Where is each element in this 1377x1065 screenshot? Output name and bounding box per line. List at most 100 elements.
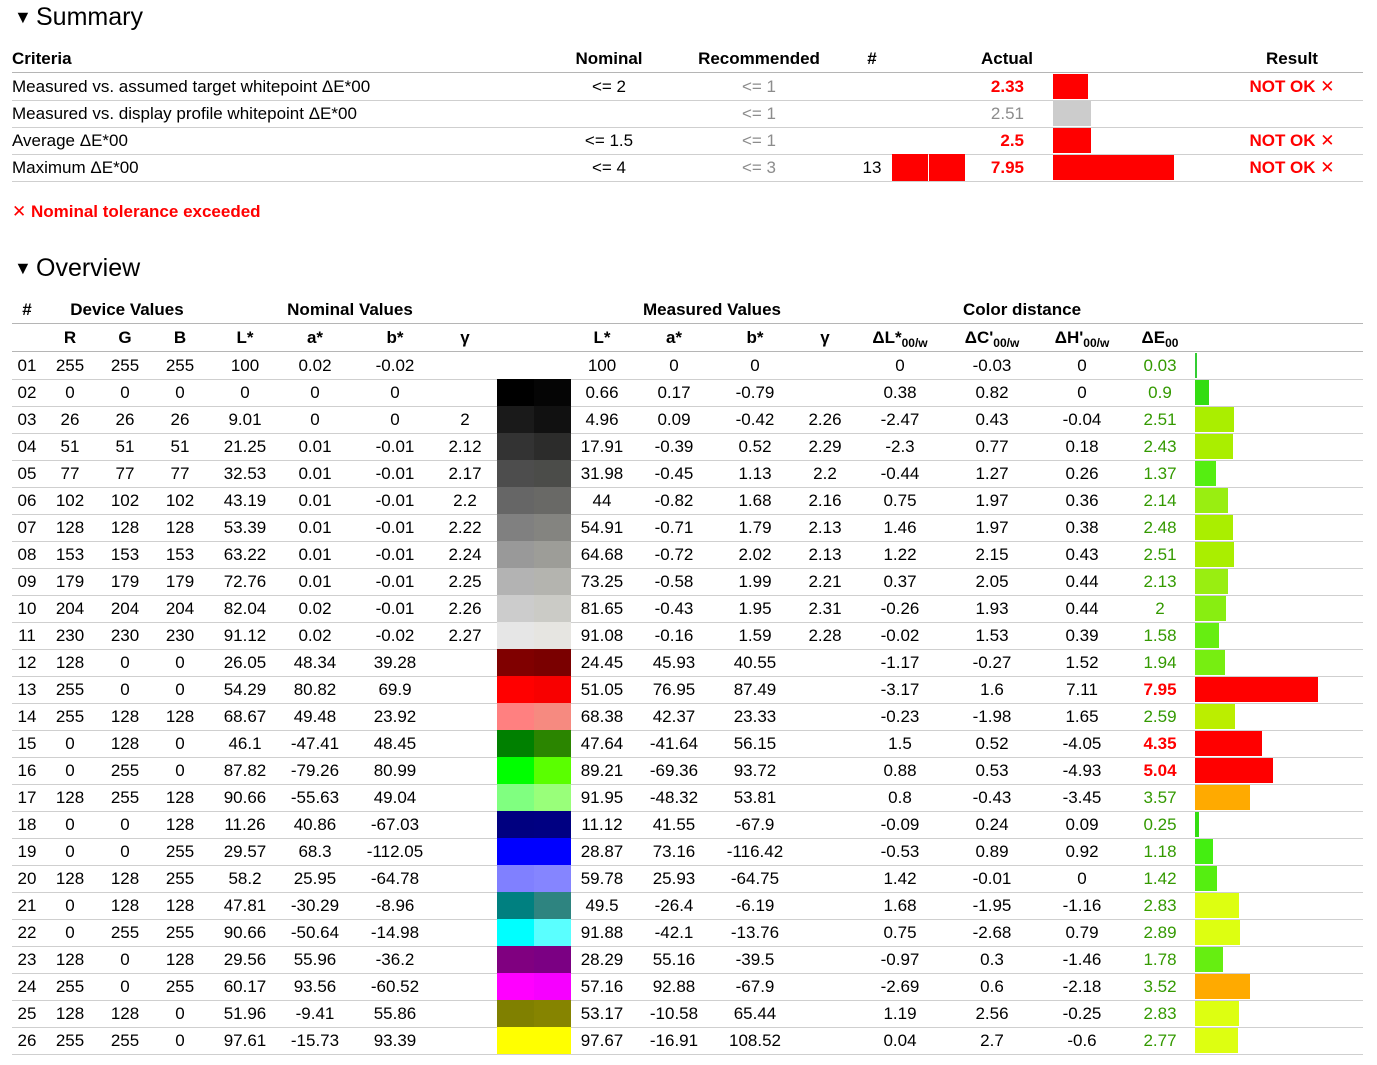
nominal-b: 39.28: [373, 653, 417, 672]
patch-number: 13: [17, 680, 37, 699]
delta-h: -0.25: [1062, 1004, 1102, 1023]
nominal-a: 0.01: [298, 572, 332, 591]
delta-l: 1.19: [883, 1004, 917, 1023]
delta-c: 2.56: [975, 1004, 1009, 1023]
device-g: 0: [120, 950, 130, 969]
header-measured-values: Measured Values: [643, 300, 781, 319]
nominal-gamma: [442, 811, 488, 838]
nominal-l: 29.57: [223, 842, 267, 861]
measured-l: 91.88: [580, 923, 624, 942]
measured-a: 41.55: [652, 815, 696, 834]
table-row: 14 255 128 128 68.67 49.48 23.92 68.38 42.37 23.3…: [12, 703, 1363, 731]
measured-color-swatch: [534, 352, 571, 379]
measured-a: -0.43: [654, 599, 694, 618]
device-b: 128: [165, 896, 195, 915]
nominal-b: -0.01: [375, 599, 415, 618]
measured-b: 0.52: [738, 437, 772, 456]
delta-l: 1.42: [883, 869, 917, 888]
patch-number: 03: [17, 410, 37, 429]
delta-e-bar: [1195, 947, 1223, 972]
measured-color-swatch: [534, 757, 571, 784]
delta-c: 1.97: [975, 518, 1009, 537]
device-g: 153: [110, 545, 140, 564]
nominal-gamma: [442, 784, 488, 811]
device-g: 255: [110, 788, 140, 807]
col-delta-e: ΔE00: [1141, 328, 1179, 350]
device-r: 26: [60, 410, 80, 429]
device-b: 51: [170, 437, 190, 456]
recommended-value: <= 1: [741, 104, 777, 123]
measured-l: 73.25: [580, 572, 624, 591]
nominal-l: 90.66: [223, 923, 267, 942]
delta-e: 4.35: [1143, 734, 1177, 753]
measured-color-swatch: [534, 568, 571, 595]
measured-b: -6.19: [735, 896, 775, 915]
nominal-l: 51.96: [223, 1004, 267, 1023]
delta-e: 2.13: [1143, 572, 1177, 591]
nominal-color-swatch: [497, 352, 534, 379]
collapse-triangle-icon: ▼: [14, 7, 32, 27]
nominal-gamma: 2.2: [453, 491, 477, 510]
measured-b: 1.95: [738, 599, 772, 618]
delta-c: 0.3: [980, 950, 1004, 969]
measured-color-swatch: [534, 811, 571, 838]
delta-l: -0.26: [880, 599, 920, 618]
measured-gamma: [802, 757, 848, 784]
device-r: 77: [60, 464, 80, 483]
delta-c: 1.53: [975, 626, 1009, 645]
patch-number: 02: [17, 383, 37, 402]
delta-c: 2.05: [975, 572, 1009, 591]
col-measured-a: a*: [665, 328, 683, 347]
delta-e-bar: [1195, 596, 1226, 621]
nominal-a: 0.01: [298, 518, 332, 537]
measured-l: 47.64: [580, 734, 624, 753]
delta-l: 0.04: [883, 1031, 917, 1050]
recommended-value: <= 1: [741, 77, 777, 96]
measured-b: 23.33: [733, 707, 777, 726]
delta-l: -0.09: [880, 815, 920, 834]
nominal-a: -50.64: [290, 923, 340, 942]
delta-e-bar: [1195, 542, 1234, 567]
result-status: NOT OK ✕: [1249, 131, 1335, 150]
nominal-value: [559, 100, 659, 127]
nominal-b: -0.02: [375, 356, 415, 375]
measured-l: 11.12: [581, 815, 623, 834]
device-r: 128: [55, 518, 85, 537]
measured-l: 81.65: [580, 599, 624, 618]
device-g: 0: [120, 842, 130, 861]
nominal-a: 0.02: [298, 599, 332, 618]
measured-gamma: [802, 730, 848, 757]
delta-l: 1.46: [883, 518, 917, 537]
delta-l: -2.3: [885, 437, 915, 456]
measured-color-swatch: [534, 514, 571, 541]
patch-number: 04: [17, 437, 37, 456]
summary-section-toggle[interactable]: ▼ Summary: [14, 2, 143, 32]
delta-h: 0.18: [1065, 437, 1099, 456]
actual-bar: [1053, 74, 1088, 99]
patch-count: 13: [862, 158, 882, 177]
table-row: 20 128 128 255 58.2 25.95 -64.78 59.78 25.93 -64.…: [12, 865, 1363, 893]
device-r: 0: [65, 923, 75, 942]
nominal-b: -0.01: [375, 464, 415, 483]
col-r: R: [63, 328, 77, 347]
measured-l: 24.45: [580, 653, 624, 672]
delta-l: -0.97: [880, 950, 920, 969]
overview-section-toggle[interactable]: ▼ Overview: [14, 253, 140, 283]
criteria-label: Measured vs. assumed target whitepoint Δ…: [12, 77, 371, 96]
nominal-b: 80.99: [373, 761, 417, 780]
measured-l: 53.17: [580, 1004, 624, 1023]
tolerance-notice: ✕ Nominal tolerance exceeded: [12, 202, 261, 221]
measured-a: -48.32: [649, 788, 699, 807]
device-b: 0: [175, 653, 185, 672]
actual-value: 2.33: [990, 77, 1024, 96]
delta-c: -0.43: [972, 788, 1012, 807]
delta-c: 1.93: [975, 599, 1009, 618]
device-r: 51: [60, 437, 80, 456]
device-g: 0: [120, 383, 130, 402]
measured-l: 54.91: [580, 518, 624, 537]
delta-e: 2.14: [1143, 491, 1177, 510]
nominal-a: 80.82: [293, 680, 337, 699]
nominal-a: 0: [310, 383, 320, 402]
measured-a: 0: [669, 356, 679, 375]
nominal-l: 60.17: [223, 977, 267, 996]
